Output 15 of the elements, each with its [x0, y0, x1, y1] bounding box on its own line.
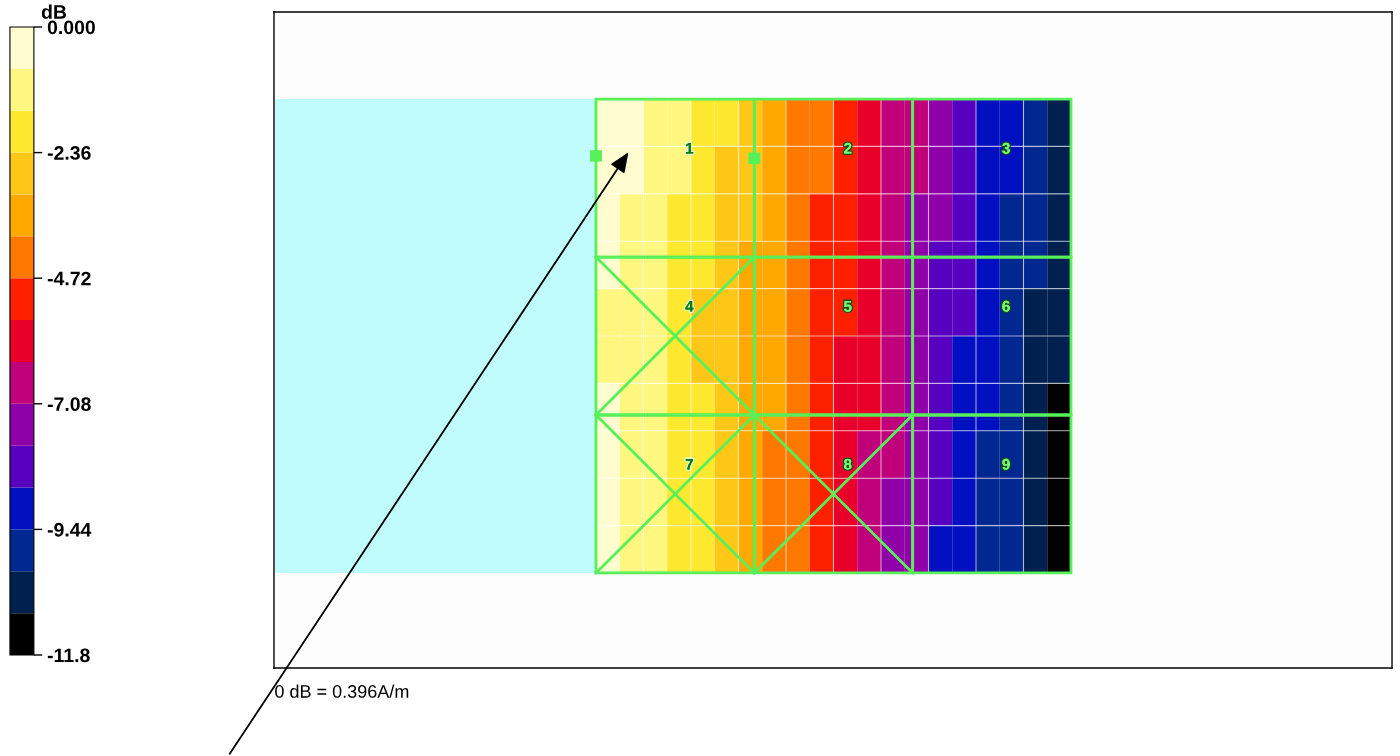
annotation: 1 [686, 143, 694, 154]
color-bar-label: -4.72 [47, 271, 91, 286]
annotation: 8 [843, 458, 852, 470]
text: 0 dB = 0.396A/m [275, 684, 409, 698]
color-bar-label: -2.36 [47, 146, 91, 160]
color-bar-label: -7.08 [47, 397, 91, 412]
color-bar-label: 0.000 [47, 20, 95, 35]
color-bar-label: -9.44 [47, 522, 92, 537]
annotation: 4 [685, 301, 694, 312]
color-bar-label: -11.8 [47, 648, 90, 663]
color-bar-title: dB [41, 4, 67, 19]
annotation: 5 [843, 301, 852, 312]
annotation: 9 [1002, 458, 1010, 470]
annotation: 6 [1002, 300, 1010, 312]
annotation: 7 [685, 458, 693, 470]
